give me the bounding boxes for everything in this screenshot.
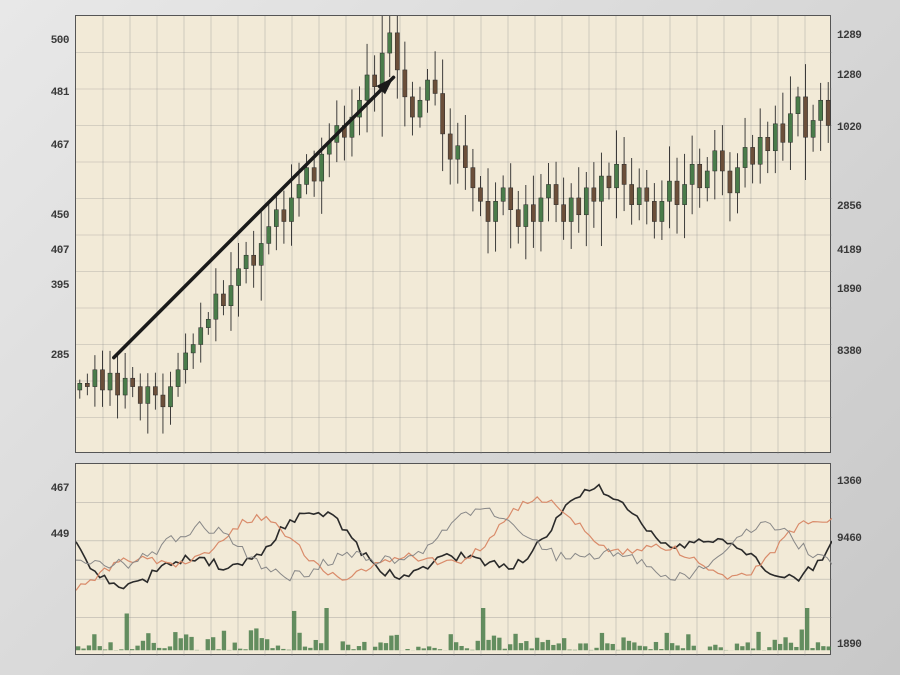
indicator-axis-left-label-0: 467 [51,483,69,495]
price-axis-right-label-1: 1280 [837,70,861,82]
page-background: 500 481 467 450 407 395 285 1289 1280 1020 2856 418… [0,0,900,675]
trend-arrow [114,77,394,357]
price-axis-left-label-4: 407 [51,245,69,257]
grid [76,16,832,454]
price-axis-left-label-6: 285 [51,350,69,362]
price-axis-right-label-4: 4189 [837,245,861,257]
price-axis-left-label-0: 500 [51,35,69,47]
price-axis-right-label-2: 1020 [837,122,861,134]
indicator-axis-right-label-1: 9460 [837,533,861,545]
price-axis-right-label-6: 8380 [837,346,861,358]
indicator-panel [75,463,831,655]
price-axis-left-label-3: 450 [51,210,69,222]
volume-bars [76,608,831,650]
price-axis-right-label-0: 1289 [837,30,861,42]
price-chart-panel [75,15,831,453]
price-chart-svg [76,16,832,454]
price-axis-left-label-1: 481 [51,87,69,99]
indicator-svg [76,464,832,656]
price-axis-left-label-2: 467 [51,140,69,152]
chart-container: 5004814674504073952851289128010202856418… [75,15,831,655]
indicator-axis-right-label-2: 1890 [837,639,861,651]
price-axis-left-label-5: 395 [51,280,69,292]
indicator-axis-left-label-1: 449 [51,529,69,541]
indicator-axis-right-label-0: 1360 [837,476,861,488]
price-axis-right-label-3: 2856 [837,201,861,213]
price-axis-right-label-5: 1890 [837,284,861,296]
